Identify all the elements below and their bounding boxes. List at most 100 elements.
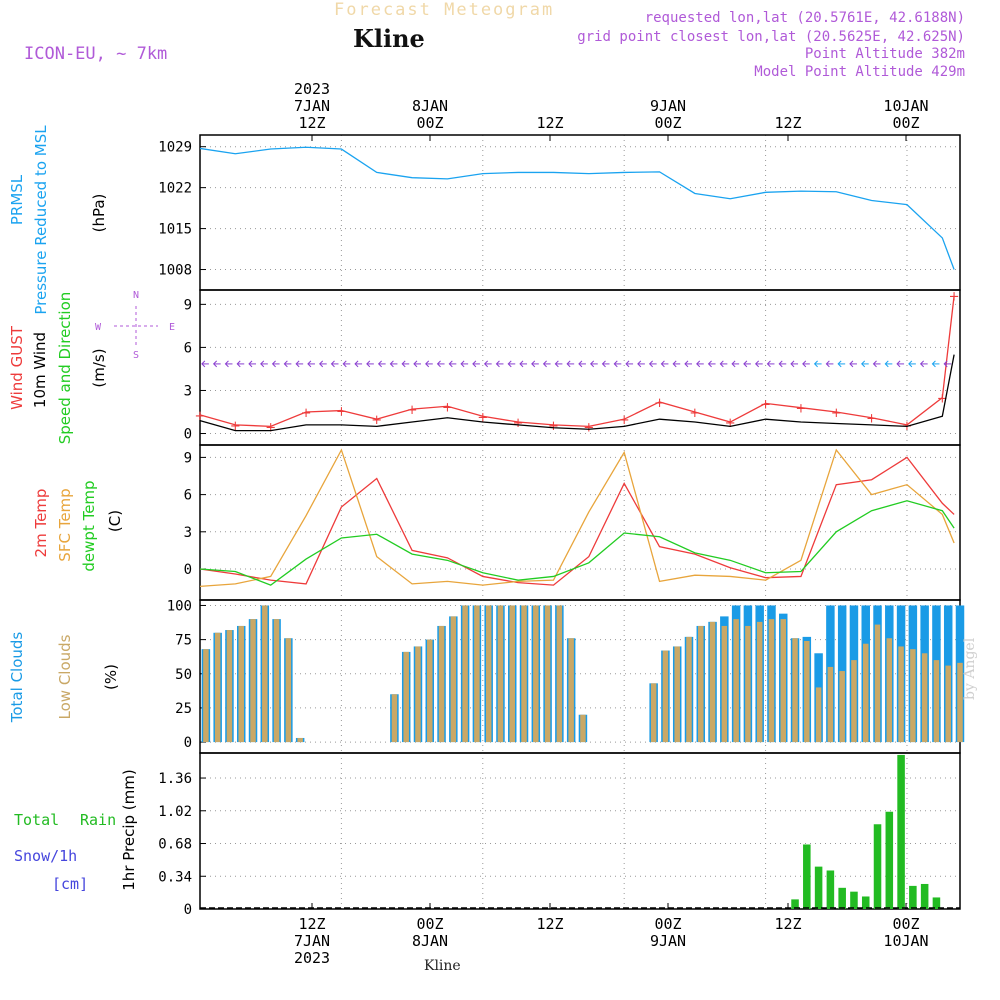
wind-direction-arrowhead xyxy=(590,360,595,368)
wind-direction-arrowhead xyxy=(460,360,465,368)
low-cloud-bar xyxy=(721,625,728,743)
gust-marker: + xyxy=(795,402,806,417)
wind-direction-arrowhead xyxy=(672,360,677,368)
top-axis-label: 8JAN xyxy=(412,97,448,115)
gust-marker: + xyxy=(831,406,842,421)
low-cloud-bar xyxy=(485,605,492,743)
y-tick-label: 100 xyxy=(167,598,192,614)
wind-direction-arrowhead xyxy=(825,360,830,368)
wind-direction-arrowhead xyxy=(483,360,489,368)
wind-direction-arrowhead xyxy=(224,360,229,368)
wind-direction-arrowhead xyxy=(766,360,771,368)
y-tick-label: 1022 xyxy=(158,181,192,197)
wind-direction-arrowhead xyxy=(319,360,324,368)
bottom-axis-label: 10JAN xyxy=(883,932,928,950)
wind-direction-arrowhead xyxy=(212,360,218,368)
top-axis-label: 12Z xyxy=(298,114,325,132)
low-cloud-bar xyxy=(780,619,786,743)
y-tick-label: 50 xyxy=(175,667,192,683)
gust-marker: + xyxy=(407,403,418,418)
bottom-axis-label: 7JAN xyxy=(294,932,330,950)
low-cloud-bar xyxy=(957,662,963,743)
y-tick-label: 6 xyxy=(184,340,192,356)
precip-bar xyxy=(897,754,905,909)
wind-direction-arrowhead xyxy=(778,360,783,368)
wind-direction-arrowhead xyxy=(389,360,394,368)
gust-marker: + xyxy=(477,410,488,425)
wind-direction-arrowhead xyxy=(637,360,642,368)
bottom-axis-label: 12Z xyxy=(536,915,563,933)
low-cloud-bar xyxy=(933,660,940,743)
y-tick-label: 0 xyxy=(184,902,192,918)
compass-south: S xyxy=(133,350,139,361)
top-axis-label: 10JAN xyxy=(883,97,928,115)
low-cloud-bar xyxy=(203,649,209,743)
y-tick-label: 3 xyxy=(184,383,192,399)
wind-direction-arrowhead xyxy=(260,360,265,368)
low-cloud-bar xyxy=(886,638,893,743)
wind-units: (m/s) xyxy=(90,348,108,387)
chart-title: Forecast Meteogram xyxy=(334,0,555,20)
top-axis-label: 9JAN xyxy=(650,97,686,115)
low-cloud-bar xyxy=(297,737,303,743)
y-tick-label: 1.02 xyxy=(158,804,192,820)
sfc-temp-label: SFC Temp xyxy=(56,488,74,561)
snow-label: Snow/1h xyxy=(14,847,77,865)
wind-direction-arrowhead xyxy=(625,360,630,368)
panel-frame xyxy=(199,134,961,291)
wind-direction-arrowhead xyxy=(837,360,842,368)
sfc-temp-line xyxy=(199,448,955,588)
low-cloud-bar xyxy=(403,651,409,743)
gust-marker: + xyxy=(513,416,524,431)
y-tick-label: 9 xyxy=(184,297,192,313)
wind-direction-arrowhead xyxy=(931,360,936,368)
total-clouds-label: Total Clouds xyxy=(8,632,26,724)
wind-direction-arrowhead xyxy=(613,360,618,368)
panel-frame xyxy=(199,752,961,910)
wind-direction-arrowhead xyxy=(802,360,807,368)
top-axis-label: 12Z xyxy=(536,114,563,132)
low-cloud-bar xyxy=(898,646,904,743)
t2m-label: 2m Temp xyxy=(32,489,50,558)
precip-rain-label: Rain xyxy=(80,811,116,829)
wind-direction-arrowhead xyxy=(307,360,312,368)
temp-units: (C) xyxy=(106,510,124,532)
low-cloud-bar xyxy=(415,646,421,743)
gust-marker: + xyxy=(265,420,276,435)
wind-direction-arrowhead xyxy=(248,360,253,368)
low-cloud-bar xyxy=(391,694,398,743)
bottom-axis-label: 00Z xyxy=(654,915,681,933)
low-cloud-bar xyxy=(862,643,869,743)
y-tick-label: 1029 xyxy=(158,140,192,156)
model-altitude: Model Point Altitude 429m xyxy=(754,64,965,80)
low-cloud-bar xyxy=(556,605,563,743)
top-axis-label: 00Z xyxy=(416,114,443,132)
precip-bar xyxy=(873,824,882,909)
watermark: by Angel xyxy=(962,637,978,700)
y-tick-label: 25 xyxy=(175,701,192,717)
y-tick-label: 1008 xyxy=(158,263,192,279)
wind-direction-arrowhead xyxy=(507,360,512,368)
model-label: ICON-EU, ~ 7km xyxy=(24,44,168,64)
wind-direction-arrowhead xyxy=(731,360,736,368)
2m-temp-line xyxy=(199,456,955,586)
gust-marker: + xyxy=(548,419,559,434)
clouds-units: (%) xyxy=(102,664,120,690)
low-cloud-bar xyxy=(285,638,292,743)
low-cloud-bar xyxy=(698,625,704,743)
precip-bar xyxy=(791,899,799,909)
bottom-axis-label: 9JAN xyxy=(650,932,686,950)
low-cloud-bar xyxy=(756,621,763,743)
wind-direction-arrowhead xyxy=(908,360,913,368)
low-cloud-bar xyxy=(851,660,857,743)
wind-direction-arrowhead xyxy=(790,360,795,368)
wind-direction-arrowhead xyxy=(401,360,406,368)
wind-direction-arrowhead xyxy=(448,360,453,368)
low-cloud-bar xyxy=(450,616,457,743)
wind-direction-arrowhead xyxy=(554,360,559,368)
wind-direction-arrowhead xyxy=(919,360,925,368)
gust-marker: + xyxy=(583,420,594,435)
wind-direction-arrowhead xyxy=(743,360,748,368)
y-tick-label: 75 xyxy=(175,633,192,649)
